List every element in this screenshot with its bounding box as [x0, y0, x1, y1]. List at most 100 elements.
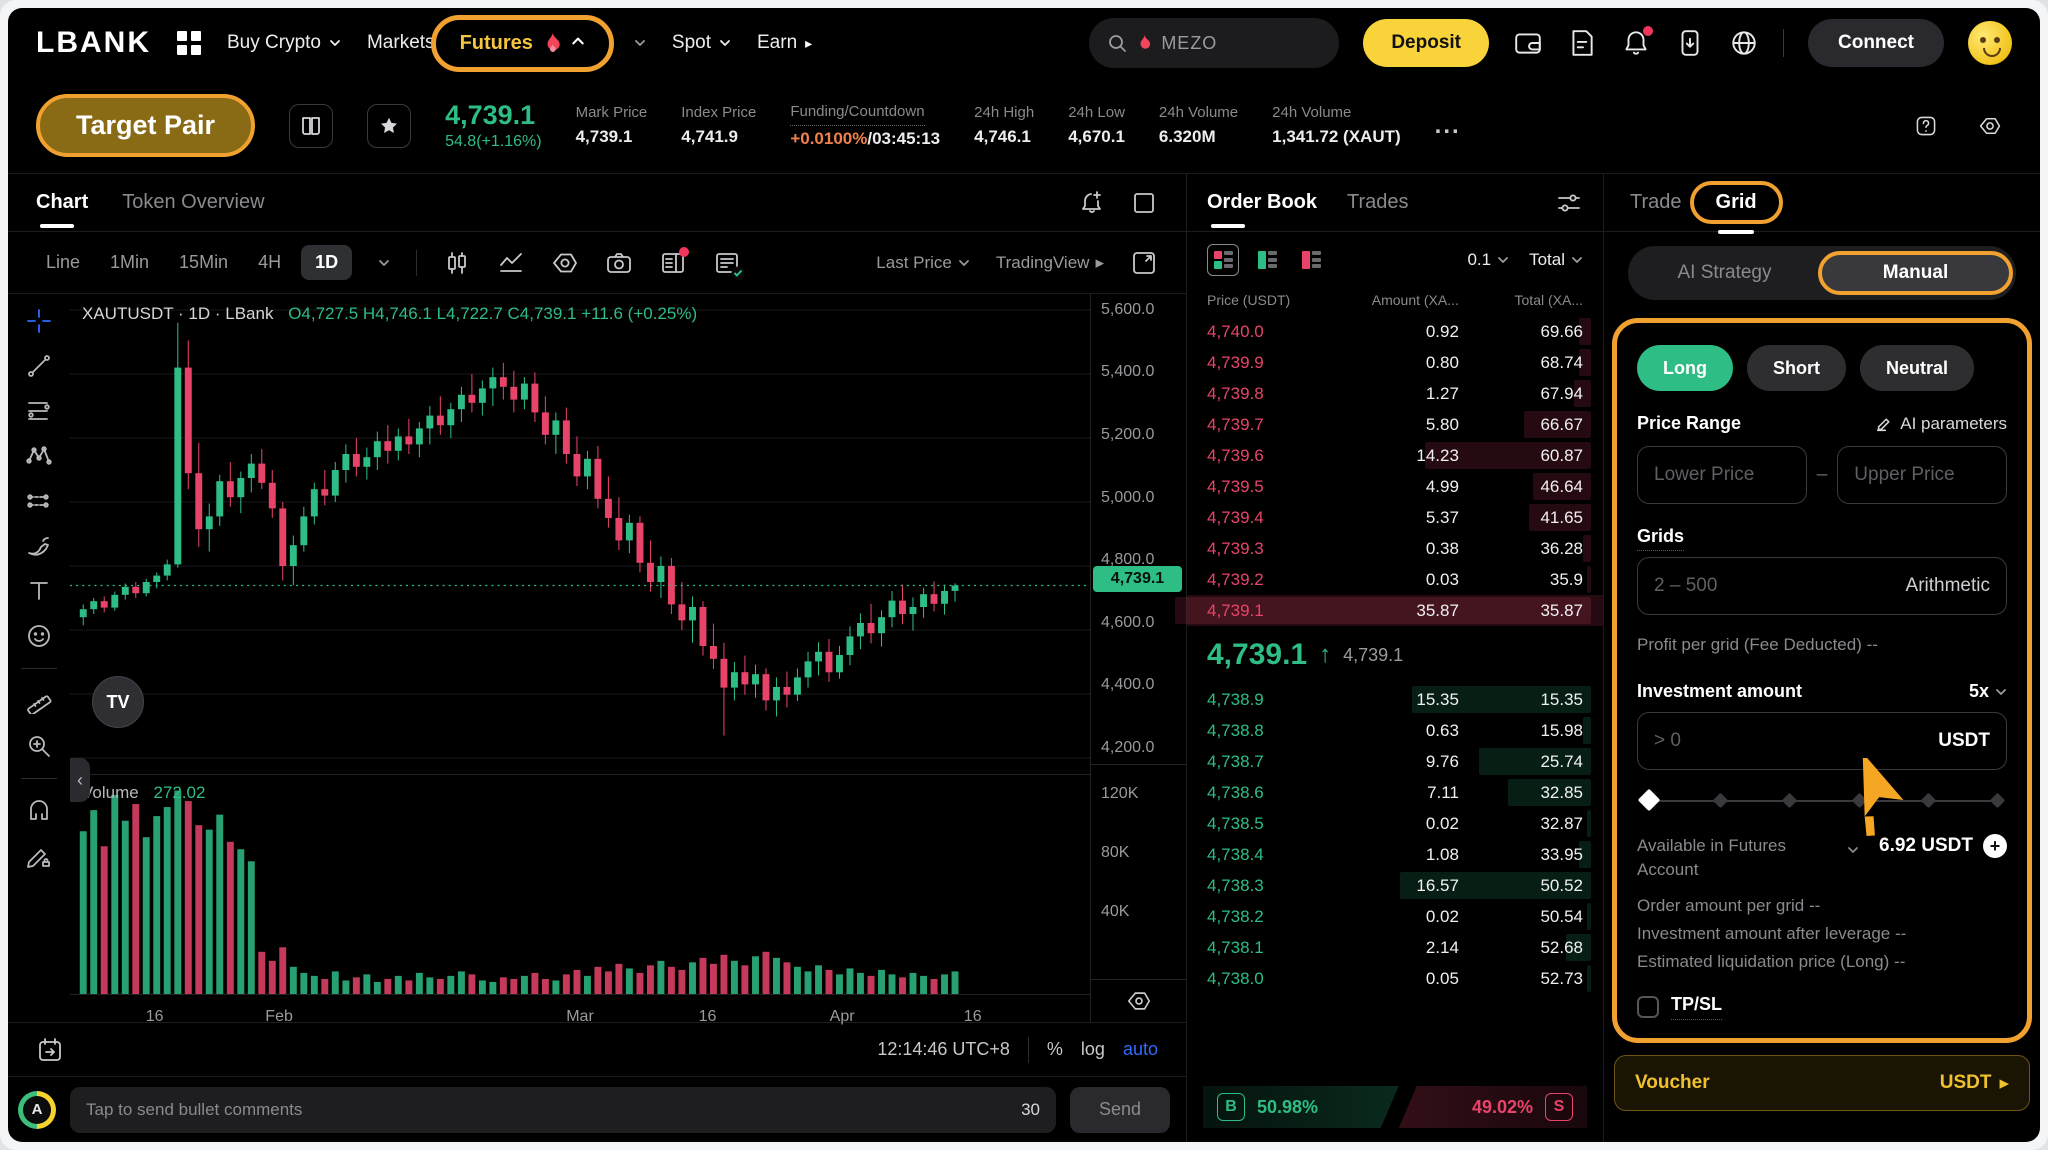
layout-asks-icon[interactable] — [1295, 244, 1327, 276]
zoom-in-tool-icon[interactable] — [26, 733, 52, 759]
search-input[interactable]: MEZO — [1089, 18, 1340, 68]
segment-ai-strategy[interactable]: AI Strategy — [1677, 262, 1772, 283]
emoji-tool-icon[interactable] — [26, 623, 52, 649]
investment-slider[interactable] — [1637, 788, 2006, 812]
voucher-banner[interactable]: Voucher USDT ▸ — [1614, 1055, 2030, 1111]
price-pane[interactable]: XAUTUSDT · 1D · LBank O4,727.5 H4,746.1 … — [70, 294, 1090, 802]
app-download-icon[interactable] — [1675, 28, 1705, 58]
indicators-icon[interactable] — [497, 249, 525, 277]
layout-bids-icon[interactable] — [1251, 244, 1283, 276]
go-to-date-icon[interactable] — [36, 1036, 64, 1064]
target-pair-annotation[interactable]: Target Pair — [36, 94, 256, 157]
bid-row[interactable]: 4,738.7 9.76 25.74 — [1187, 746, 1603, 777]
nav-item-spot[interactable]: Spot — [672, 32, 731, 54]
bid-row[interactable]: 4,738.3 16.57 50.52 — [1187, 870, 1603, 901]
ask-row[interactable]: 4,739.2 0.03 35.9 — [1187, 564, 1603, 595]
settings-gear-icon[interactable] — [1968, 104, 2012, 148]
ask-row[interactable]: 4,739.7 5.80 66.67 — [1187, 409, 1603, 440]
ask-row[interactable]: 4,740.0 0.92 69.66 — [1187, 316, 1603, 347]
side-short-button[interactable]: Short — [1746, 345, 1846, 391]
side-neutral-button[interactable]: Neutral — [1859, 345, 1974, 391]
time-axis[interactable]: 16 Feb Mar 16 Apr 16 — [70, 994, 1090, 1038]
more-stats-icon[interactable]: ... — [1434, 111, 1461, 139]
nav-item-markets[interactable]: Markets — [366, 32, 435, 53]
order-book-settings-icon[interactable] — [1555, 189, 1583, 217]
grid-mode-select[interactable]: Arithmetic — [1905, 575, 1990, 596]
slider-handle[interactable] — [1637, 788, 1661, 812]
collapse-toolbar-handle[interactable]: ‹ — [70, 758, 90, 802]
chart-clock[interactable]: 12:14:46 UTC+8 — [877, 1039, 1010, 1059]
timeframe-dropdown-icon[interactable] — [378, 257, 390, 269]
notifications-icon[interactable] — [1621, 26, 1653, 58]
ask-row[interactable]: 4,739.5 4.99 46.64 — [1187, 471, 1603, 502]
bid-row[interactable]: 4,738.5 0.02 32.87 — [1187, 808, 1603, 839]
bullet-toggle-icon[interactable]: A — [18, 1090, 56, 1129]
auto-scale-toggle[interactable]: auto — [1122, 1039, 1158, 1059]
favorite-star-icon[interactable] — [367, 103, 412, 148]
upper-price-input[interactable]: Upper Price — [1837, 446, 2008, 504]
plot-area[interactable]: XAUTUSDT · 1D · LBank O4,727.5 H4,746.1 … — [70, 294, 1090, 1025]
chart-settings-icon[interactable] — [551, 249, 579, 277]
alert-bell-icon[interactable] — [1078, 189, 1106, 217]
text-tool-icon[interactable] — [26, 578, 52, 604]
tradingview-logo[interactable]: TV — [92, 676, 144, 728]
tab-trades[interactable]: Trades — [1347, 191, 1409, 213]
crosshair-tool-icon[interactable] — [26, 308, 52, 334]
nav-item-buy-crypto[interactable]: Buy Crypto — [227, 32, 341, 54]
investment-amount-input[interactable]: > 0 USDT — [1637, 712, 2007, 770]
bid-row[interactable]: 4,738.9 15.35 15.35 — [1187, 684, 1603, 715]
mid-price-row[interactable]: 4,739.1 ↑ 4,739.1 — [1187, 626, 1603, 684]
timeframe-15min[interactable]: 15Min — [179, 252, 229, 272]
axis-settings-gear-icon[interactable] — [1091, 978, 1186, 1022]
segment-manual-annotated[interactable]: Manual — [1818, 251, 2013, 295]
nav-item-futures-annotated[interactable]: Futures — [430, 14, 614, 72]
wallet-icon[interactable] — [1513, 28, 1543, 58]
nav-item-earn[interactable]: Earn ▸ — [757, 32, 813, 53]
orders-icon[interactable] — [1567, 28, 1597, 58]
tab-chart[interactable]: Chart — [36, 177, 88, 228]
measure-tool-icon[interactable] — [26, 688, 52, 714]
log-scale-toggle[interactable]: log — [1080, 1039, 1105, 1059]
layout-both-icon[interactable] — [1207, 244, 1239, 276]
timeframe-4h[interactable]: 4H — [258, 252, 282, 272]
side-long-button[interactable]: Long — [1637, 345, 1733, 391]
volume-pane[interactable]: Volume 272.02 — [70, 774, 1090, 994]
ask-row[interactable]: 4,739.1 35.87 35.87 — [1175, 595, 1603, 626]
expand-chart-icon[interactable] — [1130, 249, 1158, 277]
user-avatar[interactable] — [1968, 21, 2012, 65]
grids-label[interactable]: Grids — [1637, 526, 1685, 551]
last-price-select[interactable]: Last Price — [876, 253, 970, 273]
bid-row[interactable]: 4,738.6 7.11 32.85 — [1187, 777, 1603, 808]
price-axis[interactable]: 5,600.0 5,400.0 5,200.0 5,000.0 4,800.0 4,600… — [1090, 294, 1186, 1022]
apps-grid-icon[interactable] — [177, 31, 201, 55]
ai-parameters-link[interactable]: AI parameters — [1876, 414, 2007, 434]
magnet-tool-icon[interactable] — [26, 798, 52, 824]
pattern-tool-icon[interactable] — [26, 443, 52, 469]
percent-scale-toggle[interactable]: % — [1046, 1039, 1063, 1059]
tpsl-checkbox[interactable] — [1637, 996, 1659, 1018]
tab-grid-annotated[interactable]: Grid — [1689, 181, 1783, 234]
bid-row[interactable]: 4,738.0 0.05 52.73 — [1187, 963, 1603, 994]
send-button[interactable]: Send — [1070, 1086, 1170, 1133]
connect-wallet-button[interactable]: Connect — [1808, 19, 1944, 67]
bid-row[interactable]: 4,738.4 1.08 33.95 — [1187, 839, 1603, 870]
tab-trade[interactable]: Trade — [1630, 191, 1682, 213]
chevron-down-icon[interactable] — [1847, 844, 1859, 856]
bid-row[interactable]: 4,738.1 2.14 52.68 — [1187, 932, 1603, 963]
ask-row[interactable]: 4,739.3 0.38 36.28 — [1187, 533, 1603, 564]
trendline-tool-icon[interactable] — [26, 353, 52, 379]
snapshot-camera-icon[interactable] — [605, 249, 633, 277]
help-icon[interactable] — [1904, 104, 1948, 148]
orderbook-panel-icon[interactable] — [659, 246, 690, 277]
deposit-button[interactable]: Deposit — [1363, 19, 1489, 67]
transfer-plus-icon[interactable]: + — [1983, 834, 2007, 858]
pair-info-book-icon[interactable] — [289, 103, 334, 148]
bullet-comment-input[interactable]: Tap to send bullet comments 30 — [70, 1086, 1056, 1133]
trade-list-icon[interactable] — [713, 249, 745, 279]
fib-tool-icon[interactable] — [26, 398, 52, 424]
ask-row[interactable]: 4,739.8 1.27 67.94 — [1187, 378, 1603, 409]
tradingview-link[interactable]: TradingView ▸ — [995, 252, 1104, 272]
total-mode-select[interactable]: Total — [1529, 250, 1583, 270]
tab-token-overview[interactable]: Token Overview — [122, 191, 265, 213]
timeframe-1d[interactable]: 1D — [301, 245, 353, 280]
